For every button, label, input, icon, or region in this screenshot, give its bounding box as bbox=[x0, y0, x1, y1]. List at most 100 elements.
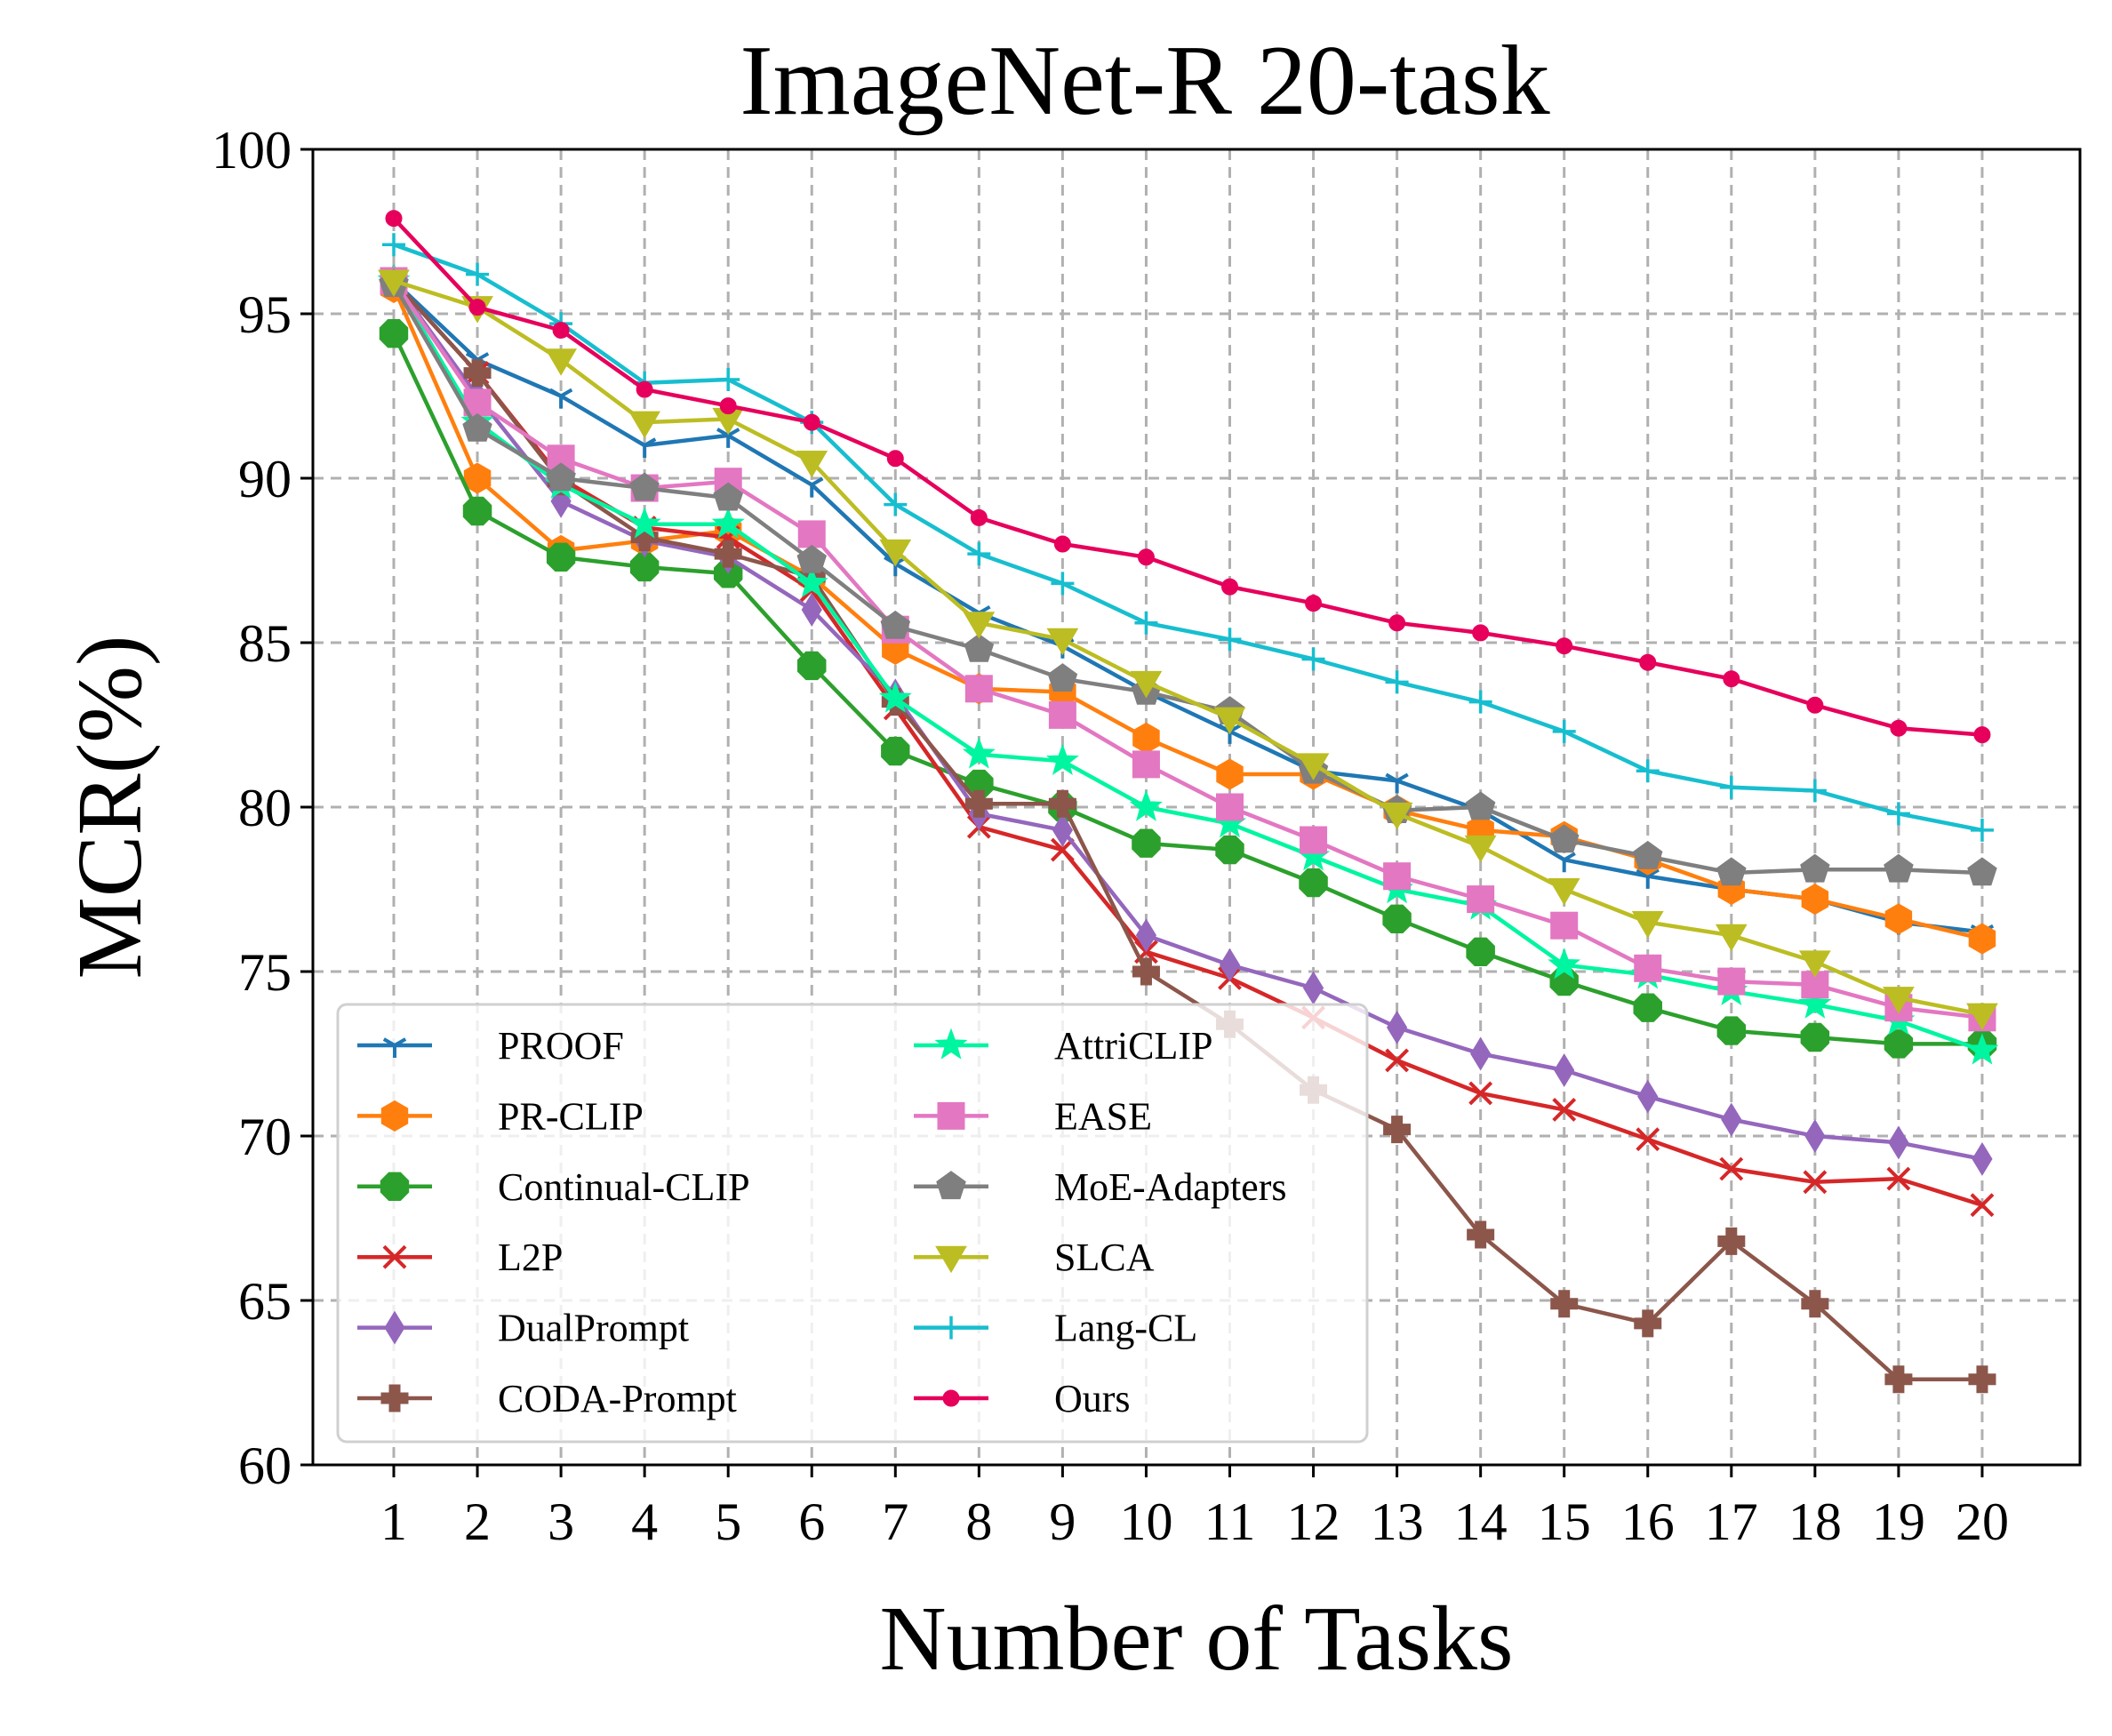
data-point bbox=[1884, 903, 1913, 935]
x-tick-label: 14 bbox=[1454, 1492, 1508, 1551]
data-point bbox=[1804, 1119, 1826, 1153]
data-point bbox=[1045, 743, 1079, 775]
data-point bbox=[462, 412, 492, 442]
legend-marker bbox=[380, 1384, 409, 1412]
x-tick-label: 1 bbox=[380, 1492, 407, 1551]
data-point bbox=[546, 542, 576, 572]
data-point bbox=[1387, 1010, 1408, 1044]
legend-entry: PROOF bbox=[357, 1024, 624, 1068]
y-tick-label: 60 bbox=[238, 1436, 292, 1495]
legend-marker bbox=[940, 1316, 963, 1340]
x-tick-label: 20 bbox=[1956, 1492, 2009, 1551]
data-point bbox=[1719, 775, 1743, 799]
y-tick-label: 95 bbox=[238, 285, 292, 344]
data-point bbox=[1883, 987, 1915, 1014]
data-point bbox=[1716, 1016, 1746, 1045]
data-point bbox=[1801, 1290, 1829, 1318]
data-point bbox=[1216, 793, 1244, 821]
legend-entry: Lang-CL bbox=[914, 1307, 1197, 1350]
data-point bbox=[1385, 670, 1409, 694]
data-point bbox=[714, 540, 742, 568]
legend-label: MoE-Adapters bbox=[1054, 1165, 1287, 1209]
data-point bbox=[1383, 862, 1412, 891]
y-tick-label: 100 bbox=[212, 121, 292, 180]
series-3 bbox=[381, 268, 1995, 1218]
data-point bbox=[1132, 750, 1160, 779]
data-point bbox=[1548, 948, 1581, 980]
legend-marker bbox=[384, 1310, 405, 1345]
data-point bbox=[1548, 824, 1580, 853]
x-tick-label: 16 bbox=[1621, 1492, 1675, 1551]
data-point bbox=[1385, 1048, 1410, 1073]
data-point bbox=[1383, 1116, 1412, 1144]
data-point bbox=[964, 789, 993, 818]
data-point bbox=[463, 462, 492, 494]
data-point bbox=[1636, 1127, 1660, 1152]
data-point bbox=[1468, 1081, 1493, 1106]
data-point bbox=[1053, 535, 1071, 553]
legend-label: Lang-CL bbox=[1054, 1307, 1197, 1350]
data-point bbox=[1884, 1365, 1913, 1394]
legend-entry: SLCA bbox=[914, 1236, 1155, 1279]
series-line bbox=[393, 278, 1983, 1017]
y-tick-label: 80 bbox=[238, 779, 292, 837]
data-point bbox=[1803, 1170, 1828, 1195]
legend-entry: MoE-Adapters bbox=[914, 1165, 1287, 1209]
data-point bbox=[1385, 772, 1409, 794]
legend-label: CODA-Prompt bbox=[498, 1377, 737, 1420]
data-point bbox=[1966, 1003, 1998, 1031]
axis-ticks: 1 2 3 4 5 6 7 8 9 10 11 12 13 14 15 16 17 18 19 20606570758… bbox=[212, 121, 2009, 1551]
data-point bbox=[1305, 595, 1323, 612]
series-line bbox=[392, 279, 1983, 1020]
data-point bbox=[713, 482, 743, 511]
series-10 bbox=[382, 233, 1994, 842]
y-tick-label: 65 bbox=[238, 1272, 292, 1331]
data-point bbox=[1636, 868, 1660, 889]
data-point bbox=[1552, 1097, 1577, 1122]
data-point bbox=[1972, 1141, 1993, 1176]
series-line bbox=[392, 279, 1983, 1052]
data-point bbox=[548, 388, 573, 409]
legend-marker bbox=[935, 1245, 967, 1274]
legend-marker bbox=[936, 1171, 966, 1200]
data-point bbox=[795, 565, 828, 598]
data-point bbox=[1550, 911, 1579, 940]
data-point bbox=[716, 368, 740, 391]
series-line bbox=[392, 279, 1982, 1382]
data-point bbox=[1467, 885, 1495, 914]
data-point bbox=[879, 539, 912, 567]
data-point bbox=[1051, 572, 1075, 596]
legend-label: AttriCLIP bbox=[1054, 1024, 1212, 1068]
data-point bbox=[382, 233, 405, 257]
data-point bbox=[1631, 911, 1664, 939]
x-tick-label: 2 bbox=[464, 1492, 491, 1551]
x-tick-label: 9 bbox=[1049, 1492, 1076, 1551]
series-layer bbox=[377, 210, 1999, 1394]
data-point bbox=[1970, 1193, 1995, 1218]
data-point bbox=[1639, 653, 1657, 671]
series-line bbox=[392, 279, 1983, 934]
data-point bbox=[1050, 837, 1075, 862]
x-tick-label: 11 bbox=[1204, 1492, 1256, 1551]
legend-label: Ours bbox=[1054, 1377, 1131, 1420]
data-point bbox=[801, 593, 822, 627]
data-point bbox=[803, 413, 820, 431]
data-point bbox=[1052, 812, 1073, 847]
data-point bbox=[1130, 670, 1163, 699]
data-point bbox=[1973, 726, 1991, 744]
data-point bbox=[1800, 853, 1830, 883]
legend-entry: AttriCLIP bbox=[914, 1024, 1212, 1068]
data-point bbox=[1466, 937, 1495, 966]
data-point bbox=[1467, 1220, 1495, 1249]
data-point bbox=[1302, 971, 1324, 1005]
data-point bbox=[1132, 722, 1160, 754]
data-point bbox=[1967, 857, 1997, 886]
data-point bbox=[881, 736, 910, 766]
data-point bbox=[628, 411, 661, 439]
data-point bbox=[796, 544, 827, 573]
data-point bbox=[463, 359, 492, 388]
data-point bbox=[1548, 878, 1580, 906]
data-point bbox=[629, 472, 660, 501]
x-tick-label: 19 bbox=[1872, 1492, 1925, 1551]
x-tick-label: 8 bbox=[965, 1492, 992, 1551]
